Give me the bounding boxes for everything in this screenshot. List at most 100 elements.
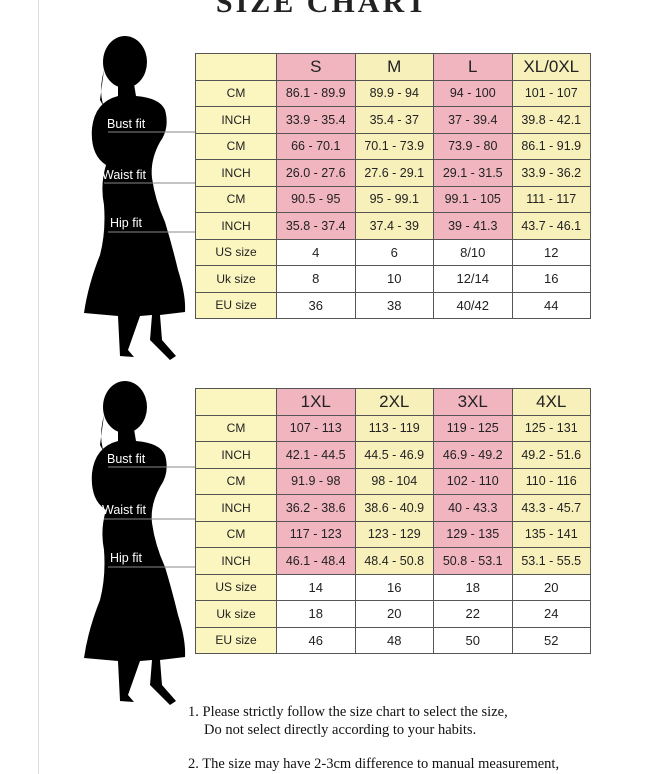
size-header: 2XL [354, 388, 434, 416]
fit-label: Hip fit [110, 551, 142, 565]
divider [38, 0, 39, 774]
table-row: US size 4 6 8/10 12 [195, 238, 591, 266]
table-cell: 39 - 41.3 [433, 212, 513, 240]
table-cell: 125 - 131 [511, 414, 591, 442]
title: SIZE CHART [215, 0, 430, 19]
table-cell: 16 [511, 265, 591, 293]
table-cell: 40 - 43.3 [433, 494, 513, 522]
table-row: CM 66 - 70.1 70.1 - 73.9 73.9 - 80 86.1 - 91… [195, 132, 591, 160]
table-cell: 86.1 - 91.9 [511, 132, 591, 160]
table-cell: 12 [511, 238, 591, 266]
table-cell: 18 [433, 573, 513, 601]
table-cell: 36 [276, 291, 356, 319]
table-row: INCH 26.0 - 27.6 27.6 - 29.1 29.1 - 31.5 33.… [195, 159, 591, 187]
table-cell: 53.1 - 55.5 [511, 547, 591, 575]
row-label: US size [195, 238, 277, 266]
table-row: INCH 46.1 - 48.4 48.4 - 50.8 50.8 - 53.1 53.… [195, 547, 591, 575]
table-row: Uk size 18 20 22 24 [195, 600, 591, 628]
fit-label: Bust fit [107, 452, 146, 466]
table-cell: 43.3 - 45.7 [511, 494, 591, 522]
size-table: 1XL 2XL 3XL 4XL CM 107 - 113 113 - 119 119 - 12… [195, 388, 591, 654]
table-cell: 35.8 - 37.4 [276, 212, 356, 240]
table-cell: 49.2 - 51.6 [511, 441, 591, 469]
table-cell: 8 [276, 265, 356, 293]
note: Do not select directly according to your… [204, 722, 477, 738]
table-cell: 16 [354, 573, 434, 601]
table-cell: 46.9 - 49.2 [433, 441, 513, 469]
table-cell: 37 - 39.4 [433, 106, 513, 134]
table-cell: 44 [511, 291, 591, 319]
table-row: CM 117 - 123 123 - 129 129 - 135 135 - 141 [195, 520, 591, 548]
table-row: EU size 46 48 50 52 [195, 626, 591, 654]
header-cell [195, 53, 277, 81]
row-label: CM [195, 414, 277, 442]
header-row: S M L XL/0XL [195, 53, 591, 81]
row-label: Uk size [195, 600, 277, 628]
size-table: S M L XL/0XL CM 86.1 - 89.9 89.9 - 94 94 - 100 1… [195, 53, 591, 319]
table-row: INCH 36.2 - 38.6 38.6 - 40.9 40 - 43.3 43.3 … [195, 494, 591, 522]
table-row: US size 14 16 18 20 [195, 573, 591, 601]
table-cell: 111 - 117 [511, 185, 591, 213]
table-cell: 102 - 110 [433, 467, 513, 495]
fit-label: Hip fit [110, 216, 142, 230]
table-cell: 37.4 - 39 [354, 212, 434, 240]
size-header: M [354, 53, 434, 81]
row-label: EU size [195, 291, 277, 319]
table-cell: 29.1 - 31.5 [433, 159, 513, 187]
header-cell [195, 388, 277, 416]
table-cell: 117 - 123 [276, 520, 356, 548]
table-cell: 110 - 116 [511, 467, 591, 495]
table-cell: 6 [354, 238, 434, 266]
row-label: Uk size [195, 265, 277, 293]
table-cell: 4 [276, 238, 356, 266]
table-cell: 73.9 - 80 [433, 132, 513, 160]
table-row: CM 107 - 113 113 - 119 119 - 125 125 - 131 [195, 414, 591, 442]
fit-label: Waist fit [102, 168, 146, 182]
table-cell: 18 [276, 600, 356, 628]
table-row: INCH 33.9 - 35.4 35.4 - 37 37 - 39.4 39.8 - … [195, 106, 591, 134]
table-cell: 8/10 [433, 238, 513, 266]
table-cell: 91.9 - 98 [276, 467, 356, 495]
row-label: INCH [195, 106, 277, 134]
table-cell: 38 [354, 291, 434, 319]
table-cell: 95 - 99.1 [354, 185, 434, 213]
notes: 1. Please strictly follow the size chart… [188, 703, 559, 773]
table-cell: 129 - 135 [433, 520, 513, 548]
table-cell: 48.4 - 50.8 [354, 547, 434, 575]
table-row: CM 86.1 - 89.9 89.9 - 94 94 - 100 101 - 107 [195, 79, 591, 107]
table-cell: 90.5 - 95 [276, 185, 356, 213]
size-header: XL/0XL [511, 53, 591, 81]
fit-label: Waist fit [102, 503, 146, 517]
table-row: CM 91.9 - 98 98 - 104 102 - 110 110 - 116 [195, 467, 591, 495]
table-cell: 99.1 - 105 [433, 185, 513, 213]
table-cell: 42.1 - 44.5 [276, 441, 356, 469]
size-header: 3XL [433, 388, 513, 416]
size-header: L [433, 53, 513, 81]
row-label: CM [195, 132, 277, 160]
silhouette [84, 36, 186, 360]
row-label: INCH [195, 547, 277, 575]
table-cell: 86.1 - 89.9 [276, 79, 356, 107]
table-cell: 44.5 - 46.9 [354, 441, 434, 469]
table-row: INCH 35.8 - 37.4 37.4 - 39 39 - 41.3 43.7 - … [195, 212, 591, 240]
table-cell: 123 - 129 [354, 520, 434, 548]
table-cell: 94 - 100 [433, 79, 513, 107]
table-cell: 50.8 - 53.1 [433, 547, 513, 575]
table-cell: 107 - 113 [276, 414, 356, 442]
table-cell: 22 [433, 600, 513, 628]
table-cell: 12/14 [433, 265, 513, 293]
row-label: CM [195, 467, 277, 495]
table-cell: 46.1 - 48.4 [276, 547, 356, 575]
table-cell: 43.7 - 46.1 [511, 212, 591, 240]
table-cell: 35.4 - 37 [354, 106, 434, 134]
table-row: Uk size 8 10 12/14 16 [195, 265, 591, 293]
row-label: CM [195, 79, 277, 107]
row-label: INCH [195, 494, 277, 522]
table-row: EU size 36 38 40/42 44 [195, 291, 591, 319]
row-label: CM [195, 520, 277, 548]
table-cell: 33.9 - 35.4 [276, 106, 356, 134]
table-cell: 20 [354, 600, 434, 628]
row-label: INCH [195, 159, 277, 187]
